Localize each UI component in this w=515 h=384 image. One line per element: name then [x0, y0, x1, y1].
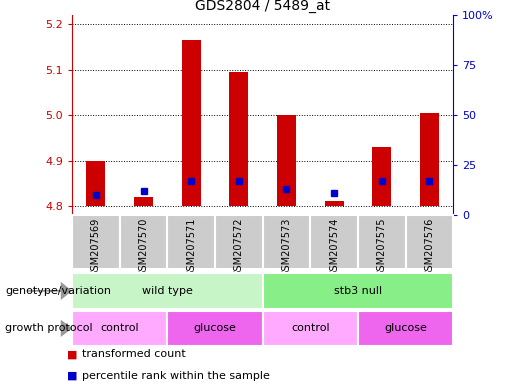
- Text: GSM207573: GSM207573: [282, 218, 291, 277]
- Bar: [167, 311, 263, 346]
- Text: GSM207574: GSM207574: [329, 218, 339, 277]
- Bar: [263, 311, 358, 346]
- Bar: [229, 72, 248, 206]
- Text: growth protocol: growth protocol: [5, 323, 93, 333]
- Polygon shape: [61, 282, 72, 300]
- Bar: [182, 40, 201, 206]
- Text: stb3 null: stb3 null: [334, 286, 382, 296]
- Bar: [310, 215, 358, 269]
- Text: ■: ■: [67, 349, 77, 359]
- Bar: [119, 215, 167, 269]
- Text: control: control: [100, 323, 139, 333]
- Text: glucose: glucose: [384, 323, 427, 333]
- Bar: [420, 113, 439, 206]
- Bar: [87, 161, 106, 206]
- Bar: [72, 273, 263, 309]
- Text: transformed count: transformed count: [82, 349, 186, 359]
- Bar: [263, 273, 453, 309]
- Bar: [277, 115, 296, 206]
- Polygon shape: [61, 319, 72, 337]
- Bar: [358, 215, 405, 269]
- Bar: [167, 215, 215, 269]
- Bar: [324, 202, 344, 206]
- Text: glucose: glucose: [194, 323, 236, 333]
- Bar: [358, 311, 453, 346]
- Bar: [372, 147, 391, 206]
- Text: GSM207571: GSM207571: [186, 218, 196, 277]
- Text: GSM207575: GSM207575: [377, 218, 387, 277]
- Title: GDS2804 / 5489_at: GDS2804 / 5489_at: [195, 0, 330, 13]
- Text: GSM207572: GSM207572: [234, 218, 244, 277]
- Bar: [72, 311, 167, 346]
- Bar: [134, 197, 153, 206]
- Bar: [405, 215, 453, 269]
- Text: percentile rank within the sample: percentile rank within the sample: [82, 371, 270, 381]
- Text: wild type: wild type: [142, 286, 193, 296]
- Text: control: control: [291, 323, 330, 333]
- Text: GSM207576: GSM207576: [424, 218, 434, 277]
- Bar: [72, 215, 119, 269]
- Text: genotype/variation: genotype/variation: [5, 286, 111, 296]
- Text: GSM207569: GSM207569: [91, 218, 101, 277]
- Bar: [215, 215, 263, 269]
- Bar: [263, 215, 310, 269]
- Text: ■: ■: [67, 371, 77, 381]
- Text: GSM207570: GSM207570: [139, 218, 148, 277]
